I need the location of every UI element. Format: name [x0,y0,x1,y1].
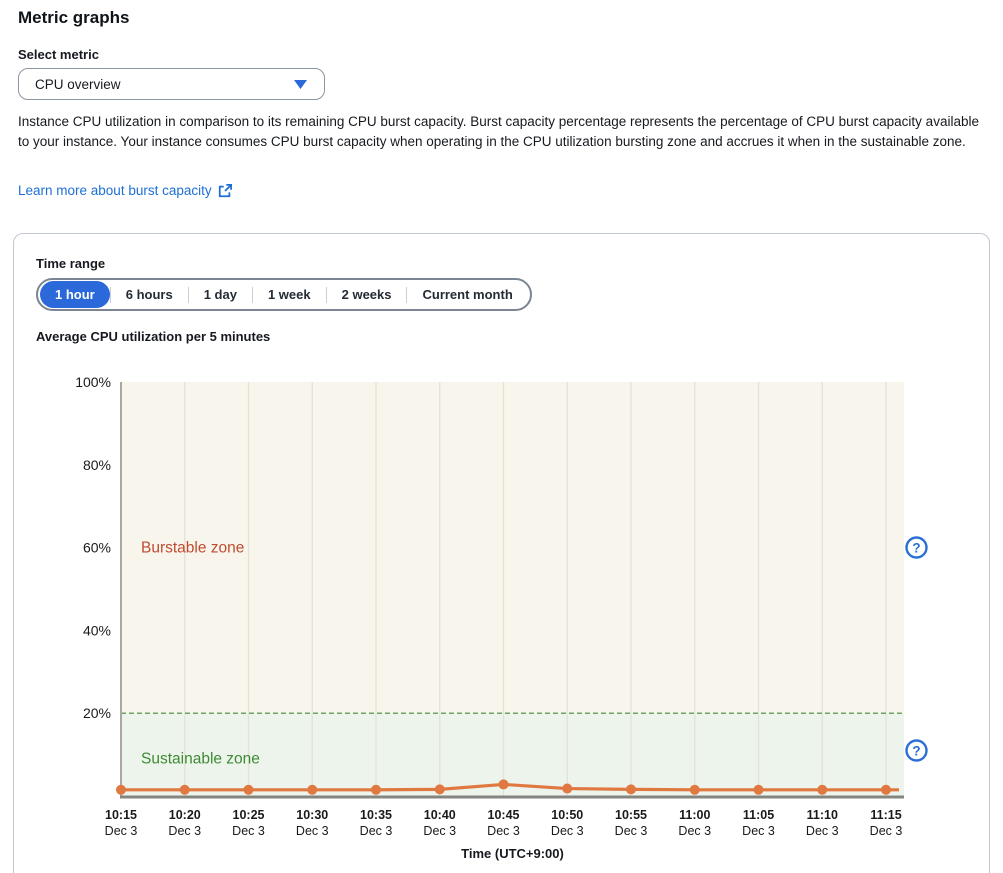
svg-text:10:20: 10:20 [169,808,201,822]
cpu-utilization-chart: Burstable zone Sustainable zone 20% 40% 60% 8… [41,369,961,873]
svg-text:Dec 3: Dec 3 [806,824,839,838]
svg-text:40%: 40% [83,622,111,638]
svg-text:Burstable zone: Burstable zone [141,540,244,557]
svg-text:Dec 3: Dec 3 [296,824,329,838]
time-range-option-1-day[interactable]: 1 day [189,281,252,308]
segment-divider [187,286,189,303]
select-metric-label: Select metric [18,47,99,62]
time-range-option-1-hour[interactable]: 1 hour [40,281,110,308]
svg-text:10:45: 10:45 [488,808,520,822]
svg-text:20%: 20% [83,705,111,721]
learn-more-label: Learn more about burst capacity [18,183,212,198]
svg-text:Dec 3: Dec 3 [105,824,138,838]
segment-divider [251,286,253,303]
svg-text:10:30: 10:30 [296,808,328,822]
svg-text:Dec 3: Dec 3 [742,824,775,838]
svg-text:Sustainable zone: Sustainable zone [141,751,260,768]
svg-text:10:35: 10:35 [360,808,392,822]
svg-text:Dec 3: Dec 3 [168,824,201,838]
svg-text:?: ? [912,540,920,555]
svg-text:10:25: 10:25 [233,808,265,822]
svg-text:80%: 80% [83,457,111,473]
segment-divider [109,286,111,303]
time-range-option-1-week[interactable]: 1 week [253,281,326,308]
segment-divider [406,286,408,303]
metric-description: Instance CPU utilization in comparison t… [18,114,979,149]
svg-text:Dec 3: Dec 3 [487,824,520,838]
svg-text:Dec 3: Dec 3 [232,824,265,838]
page-title: Metric graphs [18,8,130,27]
svg-text:10:40: 10:40 [424,808,456,822]
chart-title: Average CPU utilization per 5 minutes [36,329,271,344]
svg-text:11:05: 11:05 [743,808,774,822]
time-range-control: 1 hour 6 hours 1 day 1 week 2 weeks Current m… [36,278,532,311]
svg-text:Dec 3: Dec 3 [360,824,393,838]
sustainable-zone-help-icon[interactable]: ? [903,738,929,764]
svg-text:Dec 3: Dec 3 [678,824,711,838]
burstable-zone-help-icon[interactable]: ? [903,535,929,561]
svg-text:10:50: 10:50 [551,808,583,822]
svg-text:100%: 100% [75,374,111,390]
external-link-icon [218,183,232,197]
svg-text:60%: 60% [83,540,111,556]
time-range-option-2-weeks[interactable]: 2 weeks [327,281,407,308]
time-range-option-current-month[interactable]: Current month [407,281,527,308]
svg-text:10:55: 10:55 [615,808,647,822]
svg-text:Dec 3: Dec 3 [423,824,456,838]
metric-select-value: CPU overview [35,76,121,92]
time-range-option-6-hours[interactable]: 6 hours [111,281,188,308]
chevron-down-icon [293,79,308,90]
svg-text:11:10: 11:10 [807,808,838,822]
svg-text:Time (UTC+9:00): Time (UTC+9:00) [461,846,564,861]
svg-text:Dec 3: Dec 3 [870,824,903,838]
learn-more-link[interactable]: Learn more about burst capacity [18,183,232,198]
svg-text:11:15: 11:15 [870,808,901,822]
svg-text:Dec 3: Dec 3 [551,824,584,838]
svg-text:11:00: 11:00 [679,808,710,822]
metric-graph-card: Time range 1 hour 6 hours 1 day 1 week 2 wee… [13,233,990,873]
metric-select[interactable]: CPU overview [18,68,325,100]
time-range-label: Time range [36,256,106,271]
svg-text:10:15: 10:15 [105,808,137,822]
svg-text:Dec 3: Dec 3 [615,824,648,838]
svg-text:?: ? [912,743,920,758]
segment-divider [325,286,327,303]
